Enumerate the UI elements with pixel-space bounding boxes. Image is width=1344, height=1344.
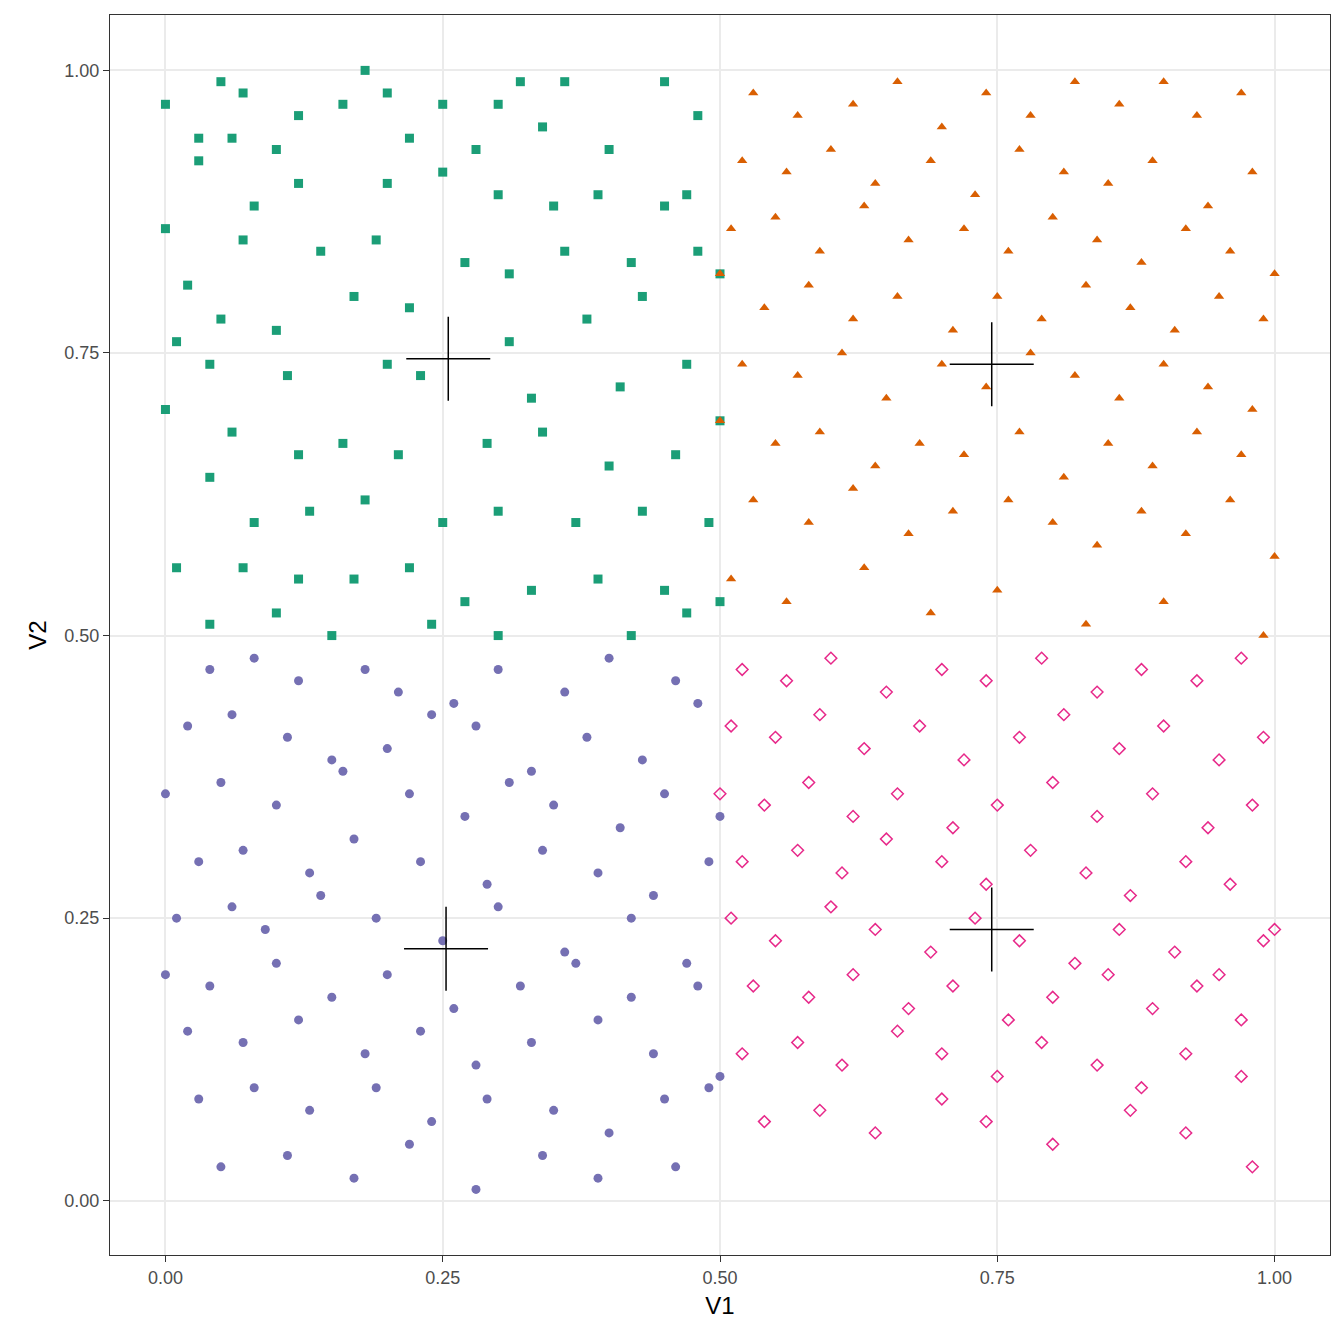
svg-text:0.75: 0.75: [980, 1268, 1015, 1288]
svg-text:V1: V1: [705, 1292, 734, 1319]
svg-text:V2: V2: [24, 620, 51, 649]
svg-text:0.50: 0.50: [64, 626, 99, 646]
svg-text:0.75: 0.75: [64, 343, 99, 363]
svg-text:1.00: 1.00: [1257, 1268, 1292, 1288]
svg-text:0.50: 0.50: [702, 1268, 737, 1288]
svg-text:1.00: 1.00: [64, 61, 99, 81]
svg-text:0.25: 0.25: [64, 908, 99, 928]
svg-text:0.00: 0.00: [148, 1268, 183, 1288]
svg-text:0.25: 0.25: [425, 1268, 460, 1288]
svg-text:0.00: 0.00: [64, 1191, 99, 1211]
